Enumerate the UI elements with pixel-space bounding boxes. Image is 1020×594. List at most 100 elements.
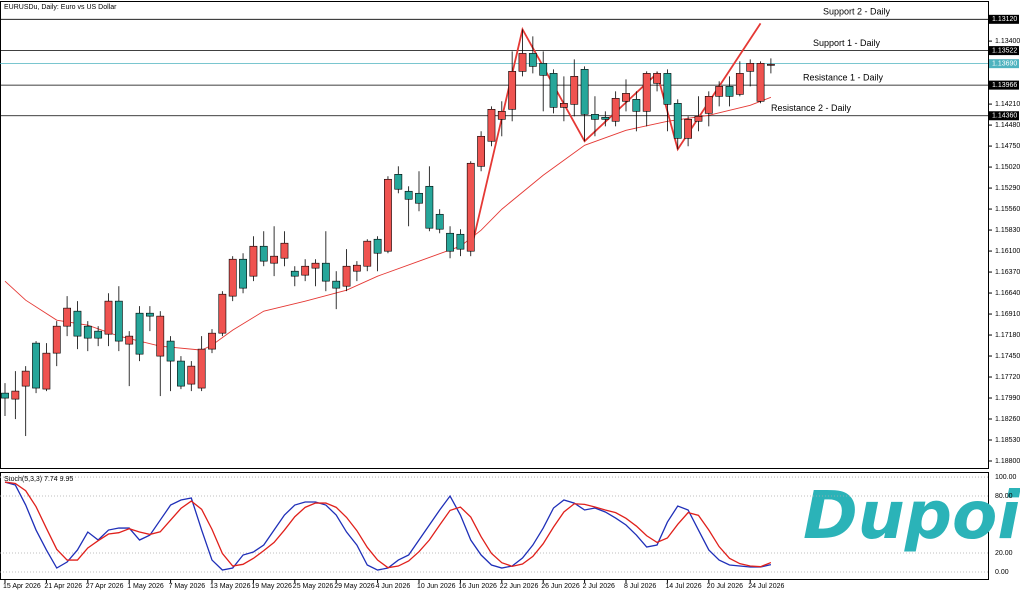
level-price-box — [989, 111, 1019, 121]
candle-body — [735, 73, 744, 95]
candle-body — [632, 99, 641, 112]
x-tick-label: 2 Jul 2026 — [583, 583, 615, 590]
candle-body — [187, 365, 196, 385]
stoch-line — [4, 481, 772, 569]
y-tick-label: 20.00 — [995, 550, 1013, 557]
candle-body — [146, 312, 154, 317]
candle-body — [446, 232, 454, 252]
y-tick-label: 1.16370 — [995, 269, 1020, 276]
level-price-box — [989, 14, 1019, 24]
x-tick-label: 25 May 2026 — [293, 583, 334, 590]
candle-body — [559, 103, 568, 108]
candle-body — [539, 63, 548, 76]
candle-body — [156, 315, 165, 357]
x-tick-label: 7 May 2026 — [169, 583, 206, 590]
x-tick-label: 13 May 2026 — [210, 583, 251, 590]
candle-body — [756, 63, 765, 102]
candle-body — [508, 71, 517, 110]
y-tick-label: 1.14480 — [995, 122, 1020, 129]
candle-body — [415, 192, 423, 204]
main-panel-frame — [0, 1, 989, 469]
candle-body — [280, 242, 289, 259]
candle-body — [249, 245, 258, 277]
candle-body — [373, 238, 382, 254]
logo: Dupoin — [803, 477, 1020, 554]
candle-body — [239, 258, 247, 289]
candle-body — [104, 300, 113, 335]
candle-body — [653, 73, 661, 84]
candle-body — [601, 117, 610, 120]
candle-body — [487, 108, 496, 142]
candle-body — [311, 262, 320, 269]
candle-body — [218, 293, 227, 334]
y-tick-label: 1.17990 — [995, 395, 1020, 402]
candle-body — [290, 270, 299, 277]
candle-body — [725, 86, 734, 97]
x-tick-label: 19 May 2026 — [251, 583, 292, 590]
current-price-box — [989, 59, 1019, 69]
candle-body — [673, 103, 682, 139]
candle-body — [363, 240, 372, 267]
x-tick-label: 16 Jun 2026 — [458, 583, 497, 590]
level-price: 1.13522 — [992, 47, 1017, 54]
y-tick-label: 1.13400 — [995, 38, 1020, 45]
candle-body — [622, 93, 630, 102]
level-price-box — [989, 80, 1019, 90]
level-name: Support 1 - Daily — [813, 38, 881, 48]
candle-body — [342, 265, 351, 287]
level-price: 1.14360 — [992, 113, 1017, 120]
candle-body — [135, 312, 144, 355]
y-tick-label: 1.17720 — [995, 374, 1020, 381]
indicator-label: Stoch(5,3,3) 7.74 9.95 — [4, 476, 73, 483]
level-name: Support 2 - Daily — [823, 7, 891, 17]
y-tick-label: 1.15290 — [995, 185, 1020, 192]
x-tick-label: 14 Jul 2026 — [665, 583, 701, 590]
candle-body — [1, 392, 9, 399]
candle-body — [549, 73, 558, 108]
candle-body — [259, 245, 268, 262]
x-tick-label: 27 Apr 2026 — [86, 583, 124, 590]
y-tick-label: 1.14210 — [995, 101, 1020, 108]
candle-body — [497, 111, 506, 120]
candle-body — [301, 265, 310, 276]
x-tick-label: 1 May 2026 — [127, 583, 164, 590]
chart-title: EURUSDu, Daily: Euro vs US Dollar — [4, 4, 117, 11]
candle-body — [83, 325, 92, 339]
candle-body — [404, 190, 413, 200]
x-tick-label: 10 Jun 2026 — [417, 583, 456, 590]
y-tick-label: 0.00 — [995, 569, 1009, 576]
x-tick-label: 26 Jun 2026 — [541, 583, 580, 590]
candle-body — [704, 96, 713, 114]
candle-body — [394, 174, 403, 190]
candle-body — [456, 233, 465, 250]
level-price: 1.13120 — [992, 16, 1017, 23]
y-tick-label: 1.15560 — [995, 206, 1020, 213]
candle-body — [684, 119, 692, 139]
y-tick-label: 1.18260 — [995, 416, 1020, 423]
y-tick-label: 100.00 — [995, 474, 1017, 481]
x-tick-label: 22 Jun 2026 — [500, 583, 539, 590]
x-tick-label: 24 Jul 2026 — [748, 583, 784, 590]
level-price-box — [989, 46, 1019, 56]
level-name: Resistance 2 - Daily — [771, 103, 852, 113]
candle-body — [570, 76, 579, 105]
candle-body — [42, 352, 51, 390]
candle-body — [663, 73, 672, 105]
y-tick-label: 1.18530 — [995, 437, 1020, 444]
y-tick-label: 1.14750 — [995, 143, 1020, 150]
candle-body — [21, 370, 30, 387]
stoch-panel-frame — [0, 472, 989, 580]
candle-body — [270, 255, 278, 264]
x-tick-label: 15 Apr 2026 — [3, 583, 41, 590]
candle-body — [177, 360, 185, 387]
candle-body — [166, 340, 175, 362]
candle-body — [228, 258, 237, 297]
x-tick-label: 20 Jul 2026 — [707, 583, 743, 590]
current-price: 1.13690 — [992, 60, 1017, 67]
candle-body — [321, 262, 330, 282]
y-tick-label: 1.16640 — [995, 290, 1020, 297]
x-tick-label: 8 Jul 2026 — [624, 583, 656, 590]
candle-body — [11, 390, 20, 400]
y-tick-label: 80.00 — [995, 493, 1013, 500]
